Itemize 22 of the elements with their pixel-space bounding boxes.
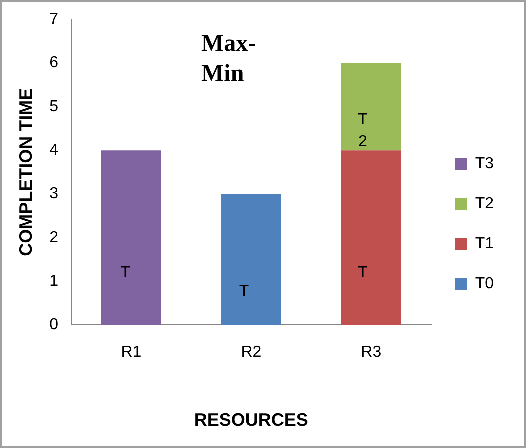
legend-label: T1 <box>475 235 494 252</box>
legend-label: T2 <box>475 195 494 212</box>
y-tick-label: 3 <box>50 186 59 203</box>
annotation: T <box>239 282 250 300</box>
legend-label: T3 <box>475 155 494 172</box>
x-axis-title: RESOURCES <box>194 410 308 430</box>
x-tick-label: R1 <box>121 344 142 362</box>
y-tick-label: 1 <box>50 272 59 290</box>
annotation: T <box>120 264 131 282</box>
legend-label: T0 <box>475 275 494 292</box>
y-tick-label: 7 <box>50 11 59 28</box>
y-tick-label: 6 <box>50 54 59 72</box>
x-tick-label: R3 <box>361 344 382 362</box>
y-tick-label: 5 <box>50 98 59 116</box>
y-tick-label: 4 <box>50 142 59 159</box>
y-tick-label: 2 <box>50 229 59 246</box>
y-axis-title: COMPLETION TIME <box>16 88 36 256</box>
y-tick-label: 0 <box>50 316 59 334</box>
text: Max- Min <box>202 30 256 87</box>
annotation: T <box>358 264 368 282</box>
annotation: T 2 <box>358 112 368 151</box>
x-tick-label: R2 <box>241 344 262 362</box>
